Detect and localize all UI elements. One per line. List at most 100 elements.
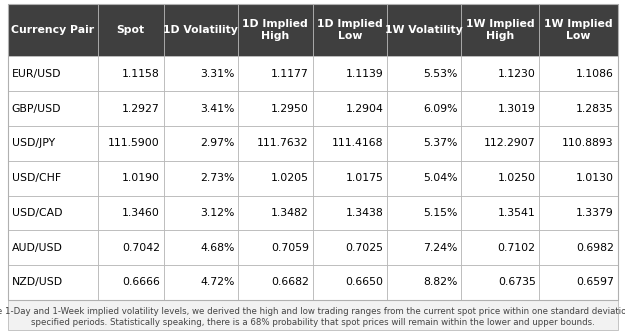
Text: 3.31%: 3.31% — [200, 69, 234, 79]
Text: 2.73%: 2.73% — [200, 173, 234, 183]
Text: 1W Implied
Low: 1W Implied Low — [544, 19, 612, 41]
Text: 1.2927: 1.2927 — [122, 104, 160, 114]
Text: 8.82%: 8.82% — [423, 278, 458, 288]
Bar — [312, 196, 387, 230]
Bar — [461, 126, 539, 161]
Bar — [164, 230, 238, 265]
Bar — [8, 230, 98, 265]
Bar — [312, 230, 387, 265]
Text: 1.2904: 1.2904 — [345, 104, 383, 114]
Bar — [164, 91, 238, 126]
Bar — [164, 196, 238, 230]
Bar — [539, 126, 618, 161]
Bar — [238, 91, 312, 126]
Bar — [461, 91, 539, 126]
Text: 0.6650: 0.6650 — [345, 278, 383, 288]
Text: 0.7042: 0.7042 — [122, 243, 160, 253]
Bar — [98, 230, 164, 265]
Bar — [8, 56, 98, 91]
Text: 3.41%: 3.41% — [200, 104, 234, 114]
Bar — [98, 91, 164, 126]
Text: 111.7632: 111.7632 — [258, 138, 309, 148]
Text: 1.1230: 1.1230 — [498, 69, 536, 79]
Bar — [312, 126, 387, 161]
Bar — [238, 126, 312, 161]
Text: NZD/USD: NZD/USD — [12, 278, 63, 288]
Bar — [539, 161, 618, 196]
Bar — [8, 4, 618, 300]
Text: 110.8893: 110.8893 — [562, 138, 614, 148]
Text: 0.6735: 0.6735 — [498, 278, 536, 288]
Bar — [461, 265, 539, 300]
Bar — [98, 196, 164, 230]
Text: 0.7102: 0.7102 — [498, 243, 536, 253]
Text: Spot: Spot — [117, 25, 145, 35]
Text: 3.12%: 3.12% — [200, 208, 234, 218]
Text: 1.0205: 1.0205 — [271, 173, 309, 183]
Text: 1.3482: 1.3482 — [271, 208, 309, 218]
Text: 1D Implied
Low: 1D Implied Low — [317, 19, 382, 41]
Bar — [312, 56, 387, 91]
Text: 1.1177: 1.1177 — [271, 69, 309, 79]
Bar — [8, 4, 98, 56]
Text: 112.2907: 112.2907 — [484, 138, 536, 148]
Bar — [8, 300, 618, 330]
Bar — [461, 161, 539, 196]
Text: 1.0250: 1.0250 — [498, 173, 536, 183]
Bar — [238, 4, 312, 56]
Bar — [387, 126, 461, 161]
Text: Currency Pair: Currency Pair — [11, 25, 94, 35]
Bar — [164, 126, 238, 161]
Bar — [238, 196, 312, 230]
Text: 1W Implied
High: 1W Implied High — [466, 19, 535, 41]
Text: 5.04%: 5.04% — [423, 173, 458, 183]
Bar — [539, 196, 618, 230]
Text: 0.6982: 0.6982 — [576, 243, 614, 253]
Bar — [98, 265, 164, 300]
Bar — [238, 230, 312, 265]
Bar — [8, 196, 98, 230]
Bar — [98, 126, 164, 161]
Bar — [387, 4, 461, 56]
Bar — [461, 4, 539, 56]
Text: 1.3379: 1.3379 — [576, 208, 614, 218]
Bar — [164, 56, 238, 91]
Bar — [164, 161, 238, 196]
Bar — [312, 265, 387, 300]
Bar — [461, 230, 539, 265]
Bar — [539, 4, 618, 56]
Text: USD/JPY: USD/JPY — [12, 138, 55, 148]
Text: 2.97%: 2.97% — [200, 138, 234, 148]
Text: 5.37%: 5.37% — [423, 138, 458, 148]
Bar — [98, 4, 164, 56]
Bar — [539, 230, 618, 265]
Bar — [387, 265, 461, 300]
Text: 4.72%: 4.72% — [200, 278, 234, 288]
Text: 6.09%: 6.09% — [423, 104, 458, 114]
Bar — [8, 161, 98, 196]
Text: 111.4168: 111.4168 — [332, 138, 383, 148]
Text: 1.1086: 1.1086 — [576, 69, 614, 79]
Bar — [98, 161, 164, 196]
Bar — [164, 265, 238, 300]
Bar — [387, 91, 461, 126]
Text: 1.3019: 1.3019 — [498, 104, 536, 114]
Text: 1D Implied
High: 1D Implied High — [242, 19, 308, 41]
Text: Using the 1-Day and 1-Week implied volatility levels, we derived the high and lo: Using the 1-Day and 1-Week implied volat… — [0, 307, 625, 316]
Text: 1.2835: 1.2835 — [576, 104, 614, 114]
Text: 1.3460: 1.3460 — [122, 208, 160, 218]
Bar — [387, 56, 461, 91]
Bar — [539, 265, 618, 300]
Text: 1W Volatility: 1W Volatility — [385, 25, 463, 35]
Text: 1.1139: 1.1139 — [346, 69, 383, 79]
Text: 1.2950: 1.2950 — [271, 104, 309, 114]
Text: USD/CAD: USD/CAD — [12, 208, 62, 218]
Text: 4.68%: 4.68% — [200, 243, 234, 253]
Text: 1.0190: 1.0190 — [122, 173, 160, 183]
Bar — [539, 91, 618, 126]
Text: specified periods. Statistically speaking, there is a 68% probability that spot : specified periods. Statistically speakin… — [31, 318, 594, 327]
Text: 1.3541: 1.3541 — [498, 208, 536, 218]
Text: 0.6666: 0.6666 — [122, 278, 160, 288]
Bar — [387, 230, 461, 265]
Bar — [387, 161, 461, 196]
